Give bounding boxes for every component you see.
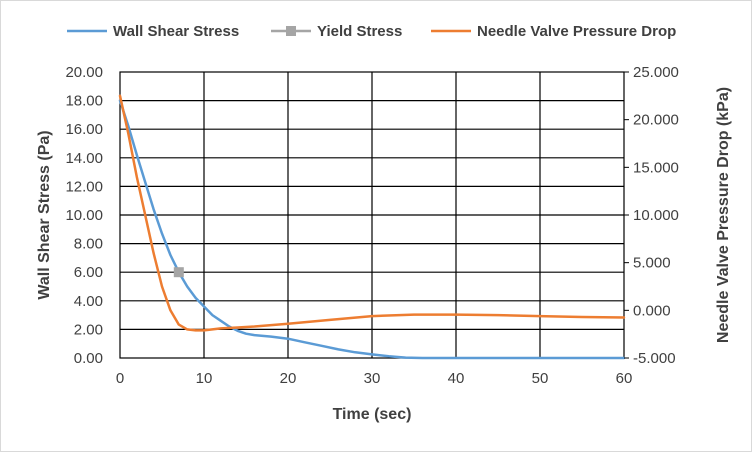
y-tick-label: 0.00 <box>74 350 103 367</box>
y2-tick-label: 5.000 <box>633 255 671 272</box>
legend: Wall Shear Stress Yield Stress Needle Valv… <box>67 23 676 40</box>
data-series <box>118 94 626 360</box>
x-tick-label: 20 <box>280 370 297 387</box>
x-axis-title: Time (sec) <box>333 406 412 423</box>
legend-label-wall-shear-stress: Wall Shear Stress <box>113 23 239 40</box>
y-tick-label: 12.00 <box>65 178 103 195</box>
y-tick-label: 20.00 <box>65 64 103 81</box>
x-tick-label: 50 <box>532 370 549 387</box>
y-tick-label: 18.00 <box>65 93 103 110</box>
y-tick-label: 10.00 <box>65 207 103 224</box>
y2-axis-title: Needle Valve Pressure Drop (kPa) <box>715 87 732 343</box>
yield-stress-point <box>173 267 184 278</box>
y-tick-label: 4.00 <box>74 293 103 310</box>
y2-tick-label: 10.000 <box>633 207 679 224</box>
legend-label-needle-valve-pressure-drop: Needle Valve Pressure Drop <box>477 23 676 40</box>
y-tick-label: 16.00 <box>65 121 103 138</box>
y2-tick-label: 20.000 <box>633 112 679 129</box>
y2-tick-label: -5.000 <box>633 350 676 367</box>
legend-label-yield-stress: Yield Stress <box>317 23 402 40</box>
y2-tick-label: 0.000 <box>633 302 671 319</box>
y2-tick-label: 25.000 <box>633 64 679 81</box>
x-tick-label: 30 <box>364 370 381 387</box>
x-tick-label: 60 <box>616 370 633 387</box>
y-tick-label: 14.00 <box>65 150 103 167</box>
y-axis-title: Wall Shear Stress (Pa) <box>36 130 53 299</box>
x-tick-label: 40 <box>448 370 465 387</box>
x-tick-label: 10 <box>196 370 213 387</box>
x-tick-label: 0 <box>116 370 124 387</box>
axes: 0 10 20 30 40 50 60 0.00 2.00 4.00 6.00 8.00 10.00 12… <box>65 64 678 387</box>
gridlines <box>119 71 625 359</box>
legend-marker-yield-stress <box>286 26 296 36</box>
y-tick-label: 2.00 <box>74 321 103 338</box>
wall-shear-stress-line <box>118 99 626 360</box>
y2-tick-label: 15.000 <box>633 159 679 176</box>
y-tick-label: 8.00 <box>74 236 103 253</box>
y-tick-label: 6.00 <box>74 264 103 281</box>
needle-valve-pressure-drop-line <box>118 94 626 332</box>
